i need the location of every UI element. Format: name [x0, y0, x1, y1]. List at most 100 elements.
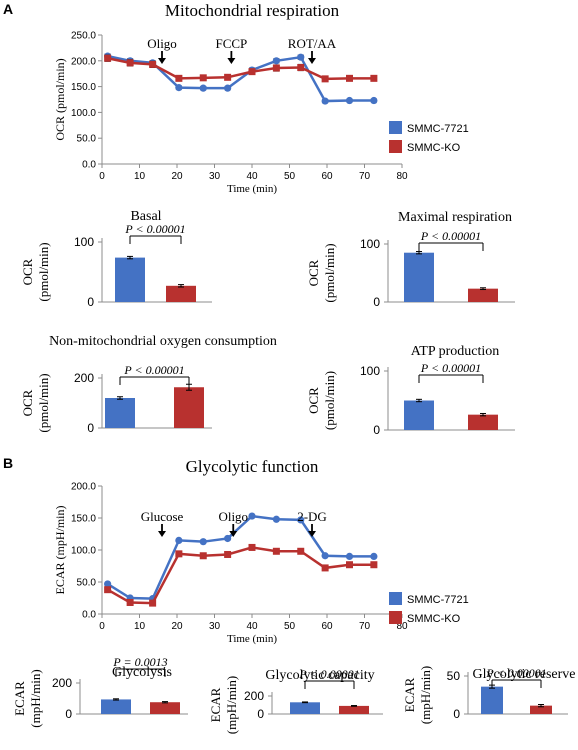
ecar-line-point	[346, 561, 353, 569]
nonmito-title: Non-mitochondrial oxygen consumption	[49, 334, 277, 349]
ocr-line-point	[199, 84, 207, 92]
ecar-line-annotation-arrowhead	[229, 531, 238, 537]
capacity-y-tick-label: 200	[244, 689, 264, 703]
basal-title: Basal	[130, 209, 161, 224]
maximal-chart: Maximal respiration 0 100 OCR (pmol/min) P < …	[306, 210, 515, 309]
ocr-line-y-tick-label: 150.0	[71, 82, 96, 93]
ocr-line-annotation-label: FCCP	[215, 36, 247, 51]
ocr-line-y-tick-label: 50.0	[77, 134, 97, 145]
ecar-line-series-line	[107, 546, 374, 605]
ocr-line-point	[370, 74, 378, 82]
capacity-significance-label: P < 0.00001	[298, 667, 359, 681]
ocr-line-point	[199, 74, 207, 82]
ecar-line-point	[199, 538, 207, 546]
ecar-line-chart: Glycolytic function 0.0 50.0 100.0 150.0 200.…	[53, 457, 469, 645]
reserve-significance-label: P < 0.00001	[485, 666, 546, 680]
ocr-line-x-axis-label: Time (min)	[227, 183, 277, 195]
glycolysis-y-tick-label: 200	[52, 676, 72, 690]
ecar-line-x-tick-label: 70	[359, 621, 371, 632]
ecar-line-point	[224, 550, 232, 558]
ocr-line-x-tick-label: 60	[321, 171, 333, 182]
ocr-line-legend-swatch	[389, 140, 402, 153]
glycolysis-y-tick-label: 0	[65, 707, 72, 721]
ocr-line-point	[321, 75, 329, 83]
ocr-line-legend-label: SMMC-7721	[407, 123, 469, 135]
ecar-line-point	[321, 552, 329, 560]
capacity-y-tick-label: 0	[257, 707, 264, 721]
ocr-line-point	[149, 60, 157, 68]
ocr-line-point	[345, 96, 354, 105]
ocr-line-point	[297, 64, 305, 72]
ecar-line-legend-label: SMMC-7721	[407, 594, 469, 606]
ocr-line-point	[175, 74, 183, 82]
ocr-line-x-tick-label: 0	[99, 171, 105, 182]
capacity-y-axis-label: ECAR	[208, 687, 223, 722]
ocr-line-chart: Mitochondrial respiration 0.0 50.0 100.0 150…	[53, 1, 469, 195]
capacity-y-axis-unit: (mpH/min)	[224, 676, 239, 735]
ecar-line-title: Glycolytic function	[186, 457, 319, 476]
ecar-line-y-axis-label: ECAR (mpH/min)	[53, 505, 67, 594]
reserve-y-axis-label: ECAR	[402, 677, 417, 712]
ocr-line-point	[126, 59, 134, 67]
nonmito-y-axis-unit: (pmol/min)	[36, 373, 51, 432]
reserve-chart: Glycolytic reserve 0 50 ECAR (mpH/min) P < 0.…	[402, 666, 576, 725]
capacity-bar	[290, 702, 320, 714]
ecar-line-x-tick-label: 20	[171, 621, 183, 632]
ecar-line-legend-swatch	[389, 611, 402, 624]
ecar-line-annotation-arrowhead	[158, 531, 166, 537]
ocr-line-x-tick-label: 10	[134, 171, 146, 182]
ecar-line-point	[297, 547, 305, 555]
glycolysis-bar	[101, 699, 131, 714]
ecar-line-point	[297, 516, 305, 524]
ecar-line-series-line	[106, 514, 374, 600]
ocr-line-point	[248, 68, 256, 76]
ecar-line-point	[149, 599, 157, 607]
ecar-line-point	[175, 550, 183, 558]
capacity-bar	[339, 705, 369, 714]
ocr-line-title: Mitochondrial respiration	[165, 1, 340, 20]
ocr-line-annotation-arrowhead	[227, 58, 236, 64]
capacity-chart: Glycolytic capacity 0 200 ECAR (mpH/min) P < …	[208, 667, 383, 734]
ocr-line-x-tick-label: 70	[359, 171, 371, 182]
ecar-line-legend-label: SMMC-KO	[407, 613, 461, 625]
ecar-line-x-tick-label: 50	[284, 621, 296, 632]
ocr-line-x-tick-label: 20	[171, 171, 183, 182]
ecar-line-point	[272, 547, 280, 555]
ocr-line-point	[321, 97, 329, 105]
reserve-bar	[481, 686, 503, 714]
ocr-line-y-tick-label: 100.0	[71, 108, 96, 119]
maximal-y-tick-label: 0	[373, 295, 380, 309]
atp-significance-label: P < 0.00001	[420, 361, 481, 375]
ecar-line-x-axis-label: Time (min)	[227, 633, 277, 645]
maximal-significance-label: P < 0.00001	[420, 229, 481, 243]
ecar-line-annotation-label: 2-DG	[297, 509, 327, 524]
ocr-line-point	[272, 57, 280, 65]
ocr-line-annotation-arrowhead	[308, 58, 316, 64]
capacity-title: Glycolytic capacity	[265, 668, 374, 683]
atp-bar	[468, 414, 498, 430]
ecar-line-point	[104, 580, 112, 588]
ocr-line-annotation-label: ROT/AA	[288, 36, 337, 51]
atp-chart: ATP production 0 100 OCR (pmol/min) P < 0.000…	[306, 344, 515, 437]
ecar-line-point	[370, 561, 378, 569]
maximal-y-tick-label: 100	[360, 237, 380, 251]
ecar-line-point	[224, 534, 232, 543]
ecar-line-y-tick-label: 150.0	[71, 514, 96, 525]
ecar-line-point	[370, 552, 378, 561]
basal-y-tick-label: 100	[74, 235, 94, 249]
ecar-line-y-tick-label: 0.0	[82, 610, 96, 621]
ecar-line-point	[199, 552, 207, 560]
ocr-line-y-tick-label: 200.0	[71, 56, 96, 67]
basal-y-tick-label: 0	[87, 295, 94, 309]
ecar-line-x-tick-label: 0	[99, 621, 105, 632]
ecar-line-point	[104, 586, 112, 594]
maximal-bar	[404, 252, 434, 302]
basal-chart: Basal 0 100 OCR (pmol/min) P < 0.00001	[20, 209, 212, 309]
ecar-line-point	[321, 564, 329, 572]
ecar-line-y-tick-label: 100.0	[71, 546, 96, 557]
atp-y-axis-unit: (pmol/min)	[322, 371, 337, 430]
ecar-line-x-tick-label: 80	[396, 621, 408, 632]
reserve-bar	[530, 705, 552, 714]
ecar-line-point	[272, 515, 280, 523]
